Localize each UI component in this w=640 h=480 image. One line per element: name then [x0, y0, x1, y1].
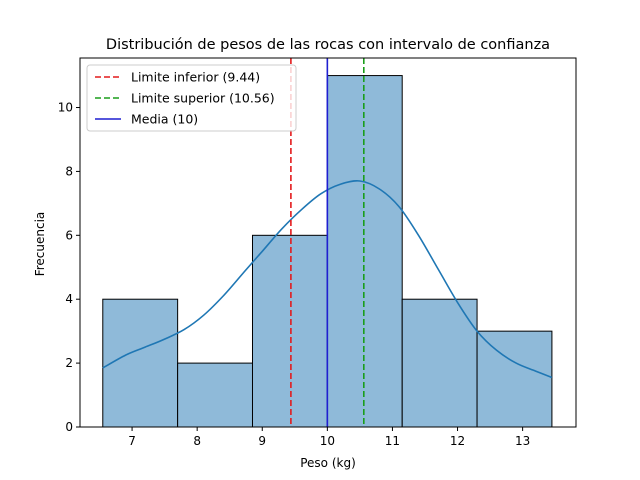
x-tick-label: 13	[515, 434, 530, 448]
x-tick-label: 9	[258, 434, 266, 448]
chart-title: Distribución de pesos de las rocas con i…	[106, 37, 550, 53]
y-tick-label: 2	[65, 356, 73, 370]
histogram-bar-1	[102, 298, 179, 428]
histogram-bar-3	[251, 234, 328, 428]
histogram-bar-4	[326, 75, 403, 428]
legend-label: Limite superior (10.56)	[131, 91, 275, 106]
histogram-bar-5	[401, 298, 478, 428]
y-axis-label: Frecuencia	[33, 212, 47, 277]
y-tick-label: 0	[65, 420, 73, 434]
x-tick-label: 8	[193, 434, 201, 448]
histogram-bar-2	[177, 362, 253, 428]
kde-curve	[102, 180, 553, 379]
plot-area: 7 8 9 10 11 12 13 0 2 4 6 8 10	[58, 57, 577, 448]
x-tick-label: 12	[450, 434, 465, 448]
y-tick-label: 10	[58, 101, 73, 115]
x-tick-label: 10	[320, 434, 335, 448]
y-tick-label: 4	[65, 292, 73, 306]
legend-label: Media (10)	[131, 112, 198, 127]
x-tick-label: 7	[128, 434, 136, 448]
x-tick-label: 11	[385, 434, 400, 448]
histogram-bar-6	[476, 330, 553, 428]
legend-box	[86, 64, 297, 132]
y-tick-label: 6	[65, 228, 73, 242]
x-axis-label: Peso (kg)	[300, 456, 356, 470]
legend: Limite inferior (9.44) Limite superior (1…	[86, 64, 297, 132]
legend-label: Limite inferior (9.44)	[131, 70, 260, 85]
axes-frame	[79, 57, 577, 428]
y-tick-label: 8	[65, 164, 73, 178]
